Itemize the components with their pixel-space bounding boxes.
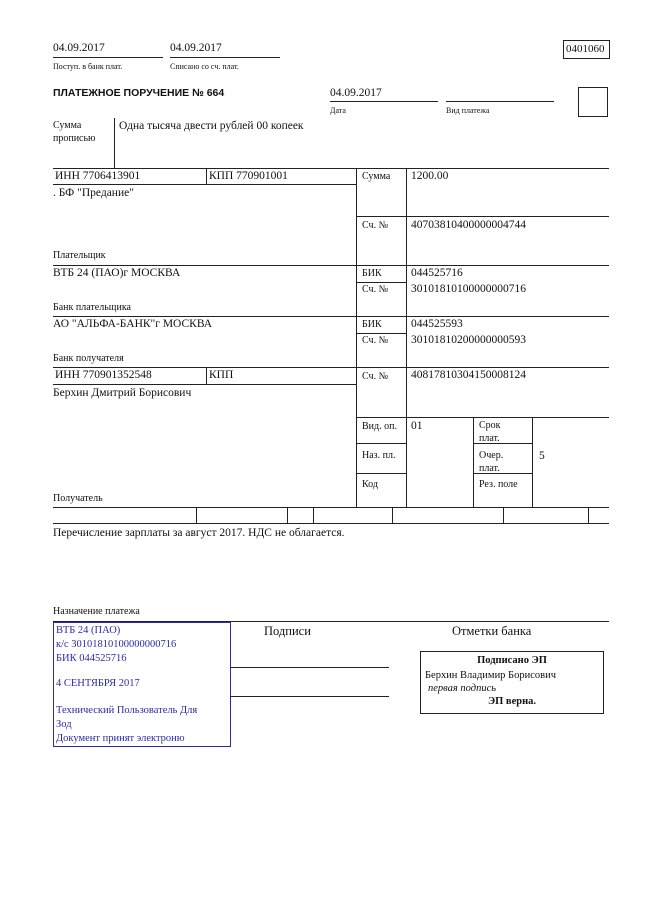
order-value: 5 [539, 450, 545, 462]
payer-account-label: Сч. № [362, 220, 389, 231]
payee-bank-label: Банк получателя [53, 353, 124, 364]
term-label: Срок [479, 420, 501, 431]
payment-purpose: Перечисление зарплаты за август 2017. НД… [53, 527, 345, 539]
payee-account: 40817810304150008124 [411, 369, 526, 381]
payment-status-box [578, 87, 608, 117]
payee-bank-name: АО "АЛЬФА-БАНК"г МОСКВА [53, 318, 213, 330]
bank-marks-label: Отметки банка [452, 624, 532, 638]
received-date: 04.09.2017 [53, 42, 105, 54]
form-code: 0401060 [566, 43, 605, 55]
payee-bik: 044525593 [411, 318, 463, 330]
payer-label: Плательщик [53, 250, 106, 261]
amount-words-label: Сумма [53, 120, 82, 131]
signatures-label: Подписи [264, 624, 311, 638]
signer-name: Берхин Владимир Борисович [425, 670, 556, 681]
payer-kpp: КПП 770901001 [209, 170, 288, 182]
payee-account-label: Сч. № [362, 371, 389, 382]
reserve-label: Рез. поле [479, 479, 518, 490]
op-type: 01 [411, 420, 423, 432]
payee-label: Получатель [53, 493, 103, 504]
payee-bank-account-label: Сч. № [362, 335, 389, 346]
payee-kpp: КПП [209, 369, 234, 381]
amount-words: Одна тысяча двести рублей 00 копеек [119, 120, 304, 132]
payer-name: . БФ "Предание" [53, 187, 134, 199]
debited-date: 04.09.2017 [170, 42, 222, 54]
signature-verified: ЭП верна. [487, 696, 536, 707]
stamp-line: Технический Пользователь Для [56, 705, 198, 716]
date-value: 04.09.2017 [330, 87, 382, 99]
payer-bik-label: БИК [362, 268, 382, 279]
amount-label: Сумма [362, 171, 391, 182]
payee-bik-label: БИК [362, 319, 382, 330]
purpose-code-label: Наз. пл. [362, 450, 396, 461]
e-signature-box: Подписано ЭП Берхин Владимир Борисович п… [420, 651, 604, 714]
stamp-line: Документ принят электроню [56, 733, 185, 744]
order-label-2: плат. [479, 463, 500, 474]
stamp-line: 4 СЕНТЯБРЯ 2017 [56, 678, 140, 689]
payee-bank-account: 30101810200000000593 [411, 334, 526, 346]
purpose-label: Назначение платежа [53, 606, 140, 617]
stamp-line: к/с 30101810100000000716 [56, 639, 177, 650]
payer-bank-account-label: Сч. № [362, 284, 389, 295]
order-label: Очер. [479, 450, 504, 461]
bank-stamp: ВТБ 24 (ПАО) к/с 30101810100000000716 БИ… [53, 622, 231, 747]
op-type-label: Вид. оп. [362, 421, 397, 432]
stamp-line: ВТБ 24 (ПАО) [56, 625, 121, 636]
amount-words-label-2: прописью [53, 133, 96, 144]
stamp-line: БИК 044525716 [56, 653, 127, 664]
signed-label: Подписано ЭП [477, 655, 547, 666]
payer-bank-name: ВТБ 24 (ПАО)г МОСКВА [53, 267, 181, 279]
received-label: Поступ. в банк плат. [53, 62, 123, 71]
payee-inn: ИНН 770901352548 [55, 369, 152, 381]
page-title: ПЛАТЕЖНОЕ ПОРУЧЕНИЕ № 664 [53, 87, 225, 99]
signature-type: первая подпись [428, 683, 497, 694]
stamp-line: Зод [56, 719, 72, 730]
payee-name: Берхин Дмитрий Борисович [53, 387, 192, 399]
payer-bank-label: Банк плательщика [53, 302, 131, 313]
date-label: Дата [330, 106, 346, 115]
term-label-2: плат. [479, 433, 500, 444]
amount-value: 1200.00 [411, 170, 449, 182]
payer-bik: 044525716 [411, 267, 463, 279]
payment-type-label: Вид платежа [446, 106, 490, 115]
debited-label: Списано со сч. плат. [170, 62, 239, 71]
payer-inn: ИНН 7706413901 [55, 170, 141, 182]
payer-bank-account: 30101810100000000716 [411, 283, 526, 295]
payer-account: 40703810400000004744 [411, 219, 526, 231]
code-label: Код [362, 479, 378, 490]
